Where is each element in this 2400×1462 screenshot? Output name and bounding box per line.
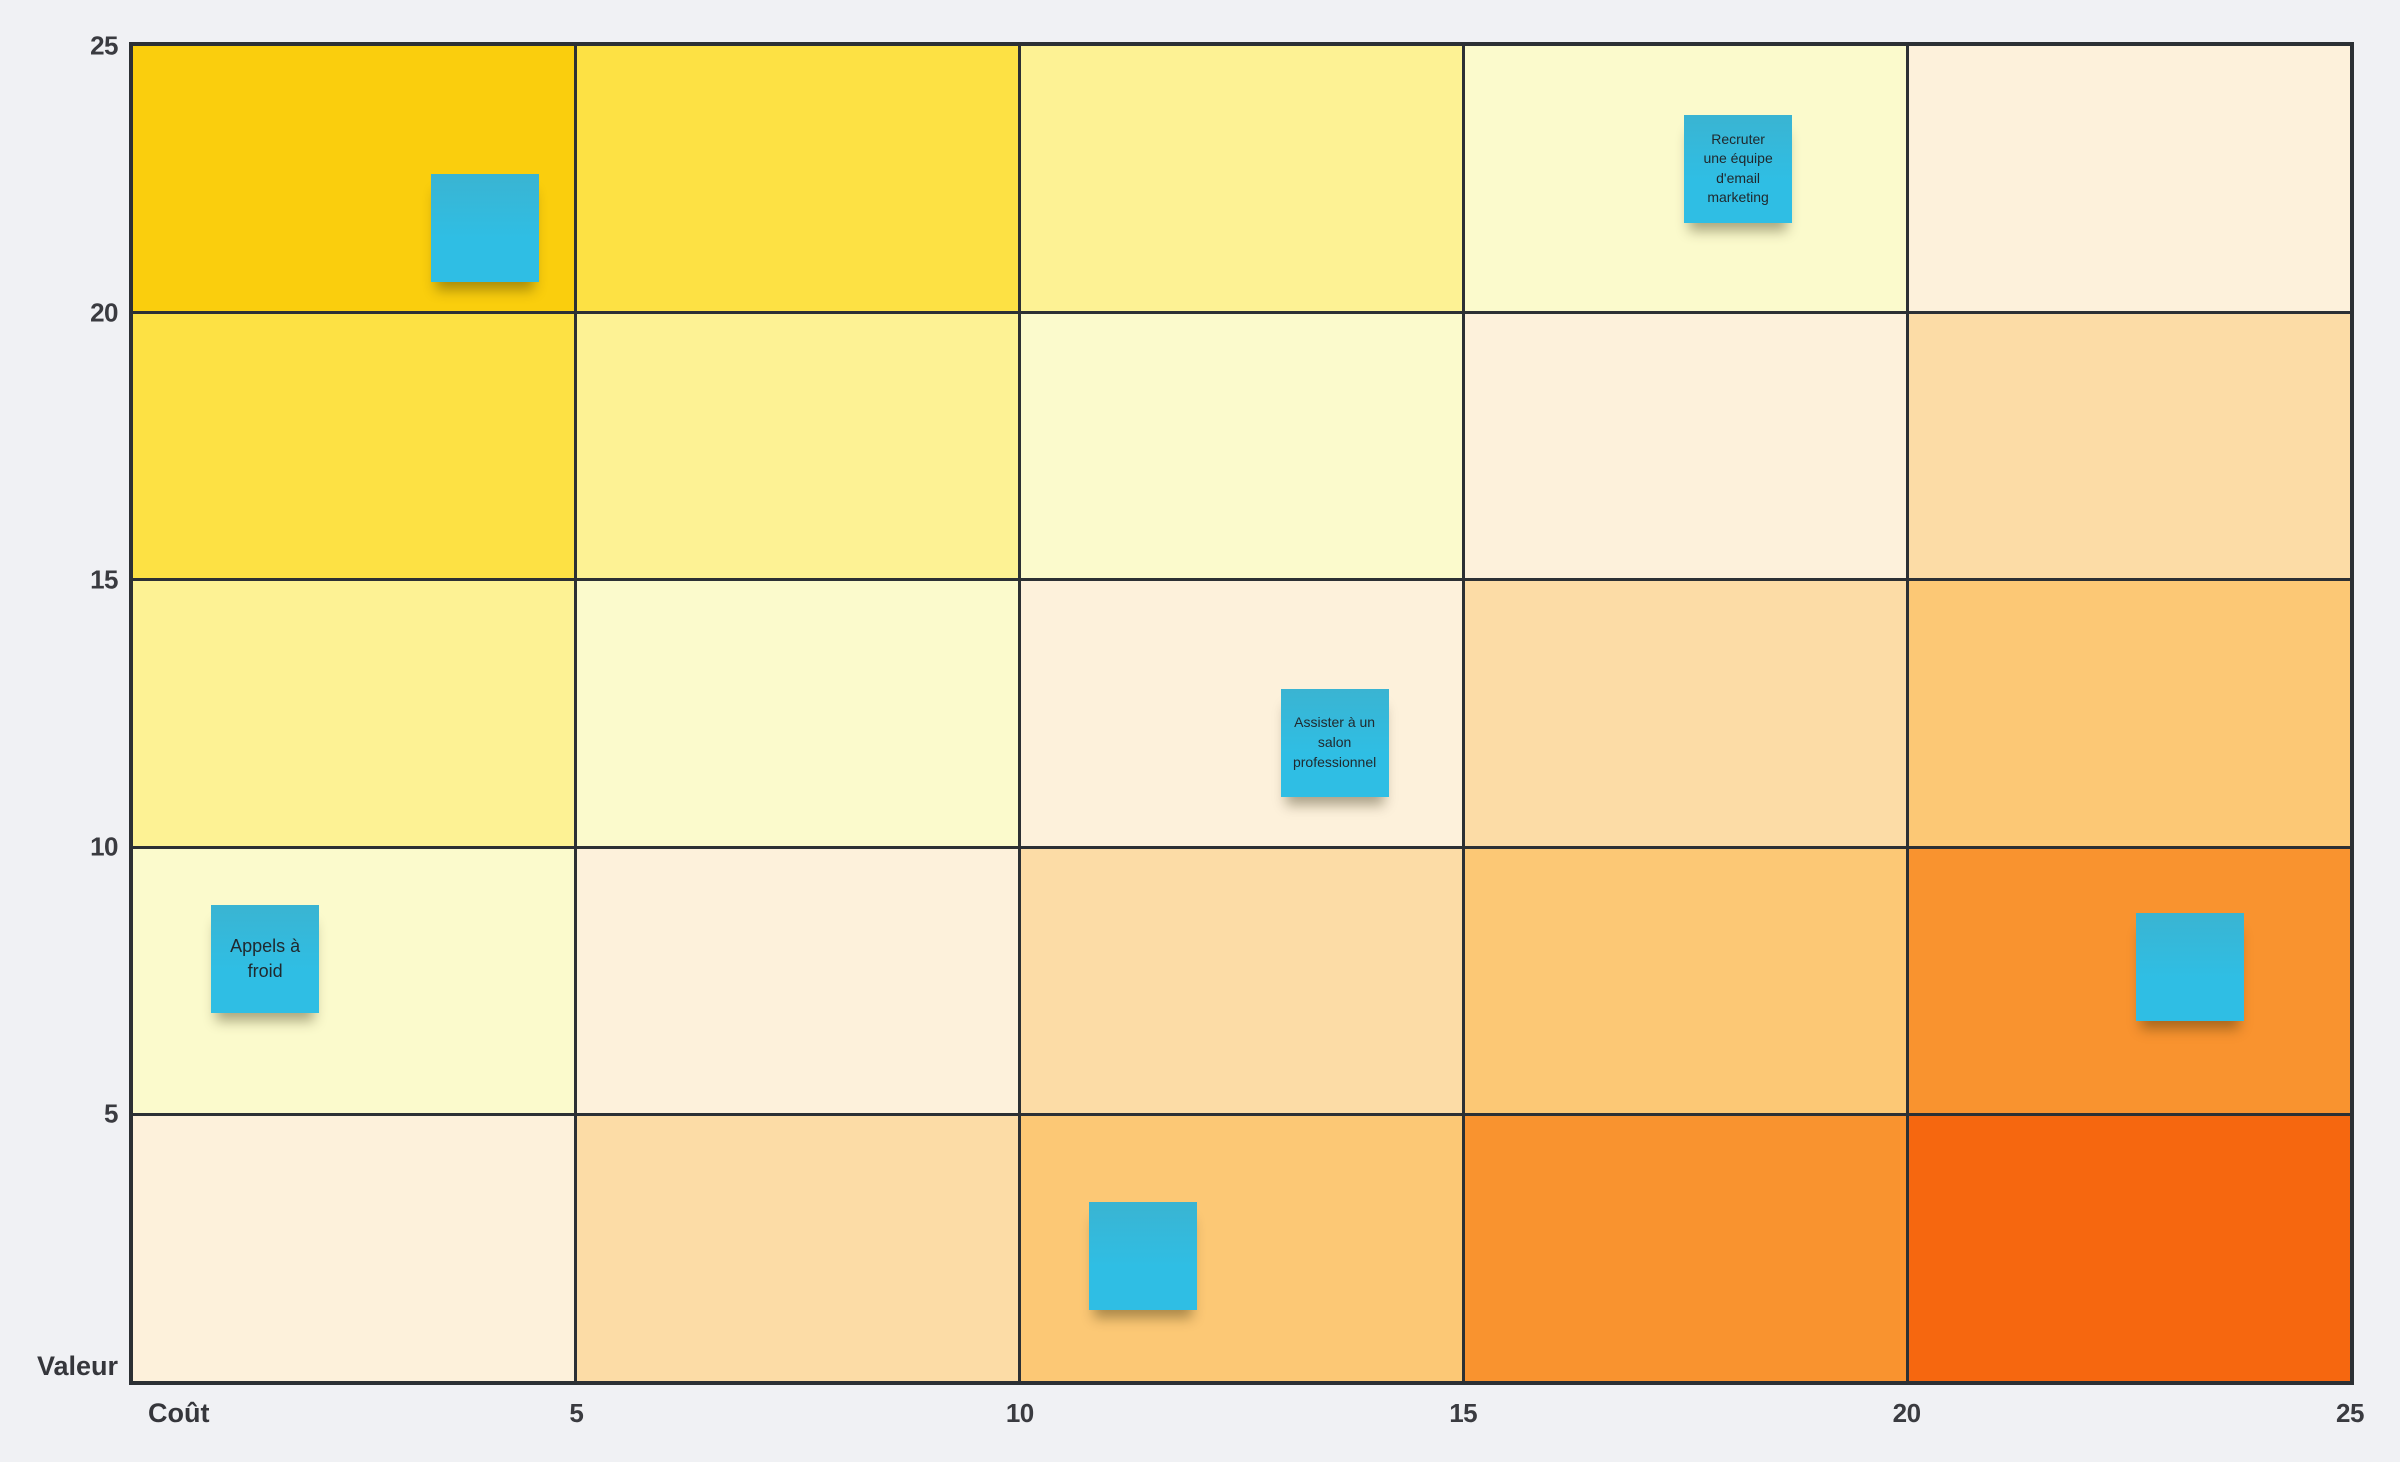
matrix-cell-r4c4[interactable] (1465, 848, 1906, 1114)
sticky-note-text: Recruter une équipe d'email marketing (1703, 130, 1773, 206)
matrix-cell-r4c2[interactable] (577, 848, 1018, 1114)
y-tick-label: 5 (104, 1098, 118, 1129)
x-tick-label: 10 (1005, 1398, 1034, 1428)
matrix-cell-r5c1[interactable] (133, 1116, 574, 1381)
matrix-cell-r1c5[interactable] (1909, 46, 2350, 311)
sticky-note-2[interactable]: Recruter une équipe d'email marketing (1684, 114, 1793, 223)
y-tick-label: 20 (90, 297, 118, 328)
matrix-cell-r5c3[interactable] (1021, 1116, 1462, 1381)
matrix-cell-r2c5[interactable] (1909, 313, 2350, 579)
x-tick-label: 15 (1449, 1398, 1478, 1428)
matrix-cell-r1c3[interactable] (1021, 46, 1462, 311)
matrix-cell-r3c3[interactable] (1021, 581, 1462, 846)
sticky-note-3[interactable]: Assister à un salon professionnel (1280, 688, 1389, 797)
matrix-grid (129, 42, 2354, 1385)
sticky-note-text: Appels à froid (230, 935, 301, 982)
sticky-note-1[interactable] (431, 173, 540, 282)
matrix-cell-r3c1[interactable] (133, 581, 574, 846)
x-tick-label: 20 (1892, 1398, 1921, 1428)
sticky-note-5[interactable] (2136, 913, 2245, 1022)
matrix-cell-r3c4[interactable] (1465, 581, 1906, 846)
sticky-note-text: Assister à un salon professionnel (1292, 714, 1377, 770)
matrix-cell-r5c4[interactable] (1465, 1116, 1906, 1381)
x-tick-label: 25 (2336, 1398, 2364, 1428)
matrix-cell-r5c5[interactable] (1909, 1116, 2350, 1381)
matrix-cell-r3c5[interactable] (1909, 581, 2350, 846)
y-tick-label: 25 (90, 30, 118, 61)
matrix-cell-r5c2[interactable] (577, 1116, 1018, 1381)
sticky-note-6[interactable] (1089, 1201, 1198, 1310)
matrix-cell-r2c4[interactable] (1465, 313, 1906, 579)
y-axis-title: Valeur (36, 1351, 118, 1381)
matrix-cell-r4c3[interactable] (1021, 848, 1462, 1114)
x-tick-label: 5 (569, 1398, 584, 1428)
matrix-cell-r2c3[interactable] (1021, 313, 1462, 579)
matrix-cell-r4c1[interactable] (133, 848, 574, 1114)
matrix-cell-r4c5[interactable] (1909, 848, 2350, 1114)
matrix-cell-r2c2[interactable] (577, 313, 1018, 579)
x-axis-title: Coût (148, 1398, 210, 1428)
y-tick-label: 15 (90, 564, 118, 595)
y-tick-label: 10 (90, 831, 118, 862)
matrix-cell-r1c2[interactable] (577, 46, 1018, 311)
matrix-cell-r3c2[interactable] (577, 581, 1018, 846)
sticky-note-4[interactable]: Appels à froid (211, 905, 320, 1014)
matrix-cell-r2c1[interactable] (133, 313, 574, 579)
